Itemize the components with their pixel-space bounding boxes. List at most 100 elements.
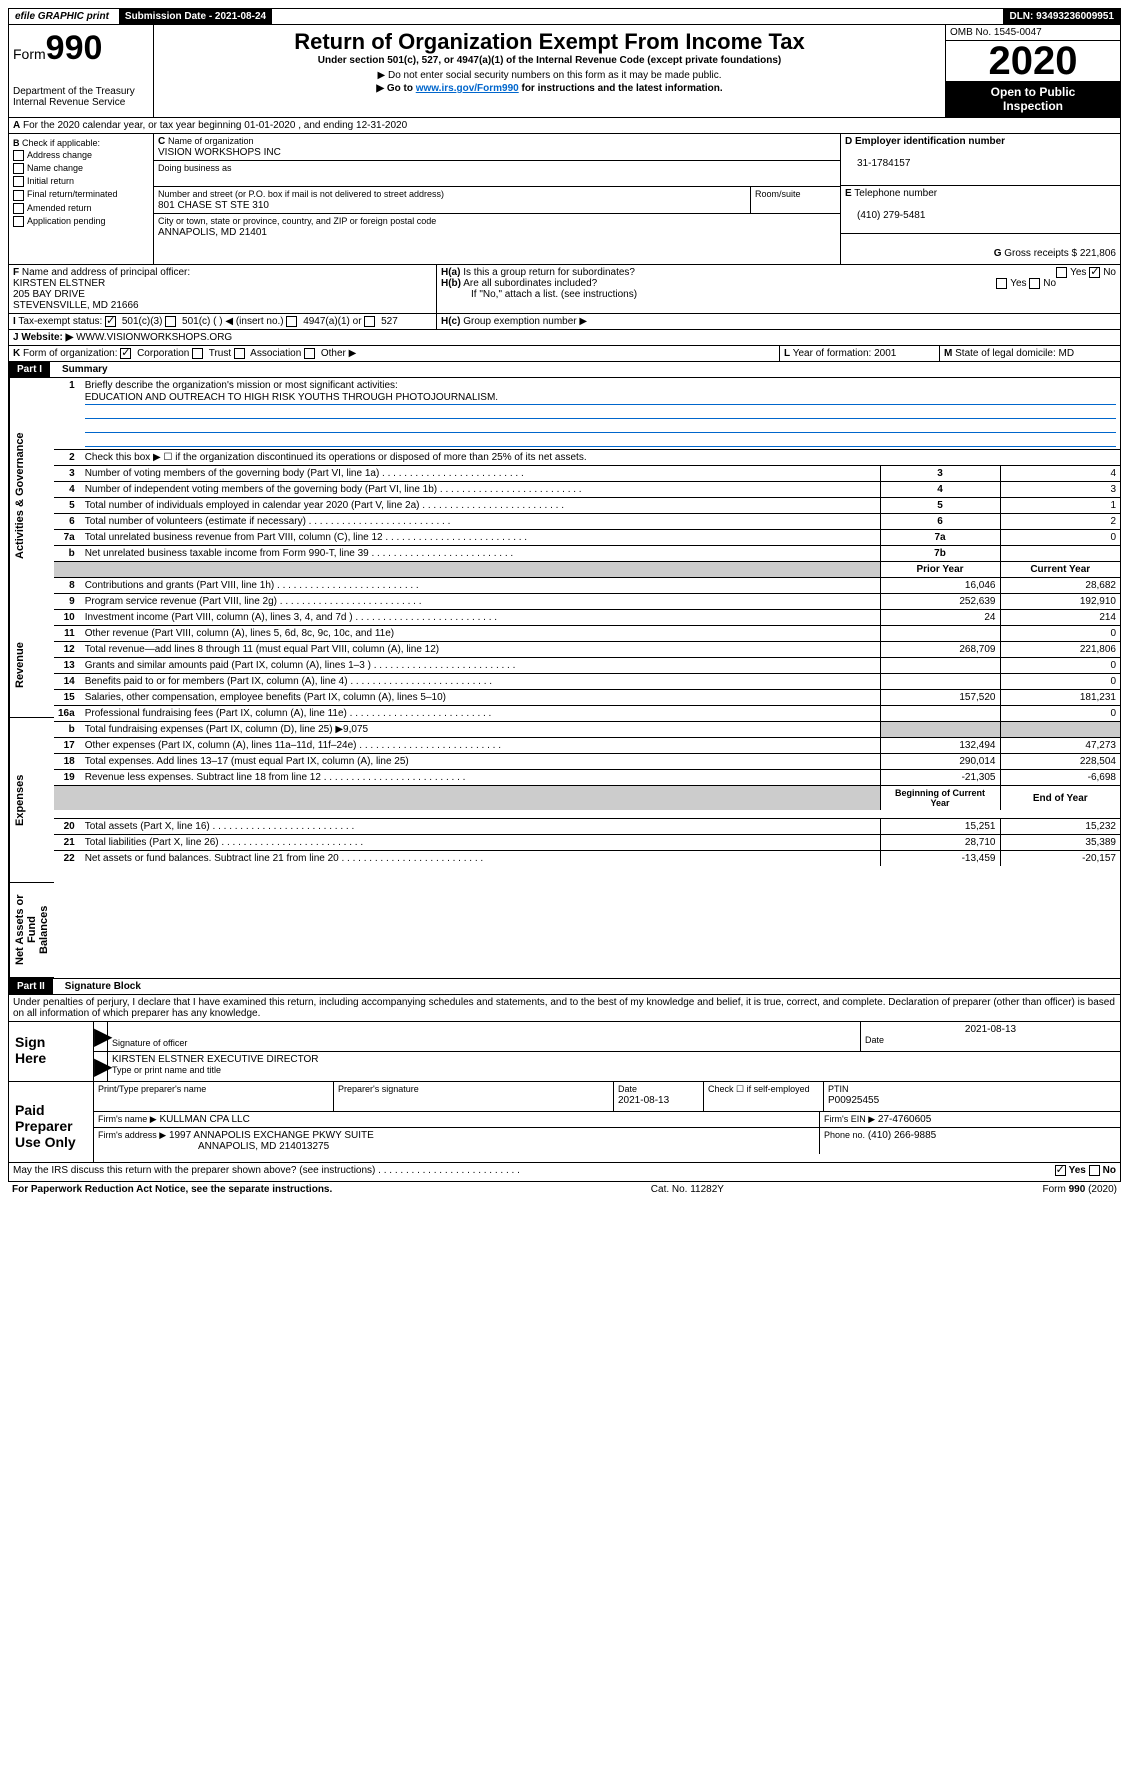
firm-name-label: Firm's name ▶ xyxy=(98,1114,157,1124)
discuss-yes-cb[interactable] xyxy=(1055,1165,1066,1176)
begin-year-hdr: Beginning of Current Year xyxy=(880,786,1000,811)
right-info-col: D Employer identification number 31-1784… xyxy=(840,134,1120,264)
year-formation: 2001 xyxy=(874,348,896,359)
firm-name: KULLMAN CPA LLC xyxy=(159,1114,249,1125)
cb-name-change[interactable]: Name change xyxy=(13,163,149,174)
hb-note: If "No," attach a list. (see instruction… xyxy=(441,289,1116,300)
prep-date-label: Date xyxy=(618,1084,637,1094)
officer-printed-name: KIRSTEN ELSTNER EXECUTIVE DIRECTOR xyxy=(112,1054,1116,1065)
vlabel-revenue: Revenue xyxy=(9,613,54,718)
cb-501c3[interactable] xyxy=(105,316,116,327)
hc-label: Group exemption number ▶ xyxy=(463,316,587,327)
cb-527[interactable] xyxy=(364,316,375,327)
discuss-row: May the IRS discuss this return with the… xyxy=(8,1163,1121,1182)
efile-label[interactable]: efile GRAPHIC print xyxy=(9,9,115,24)
dln: DLN: 93493236009951 xyxy=(1003,9,1120,24)
year-formation-label: Year of formation: xyxy=(793,348,872,359)
officer-label: Name and address of principal officer: xyxy=(22,267,190,278)
check-if-label: Check if applicable: xyxy=(22,138,100,148)
row-7a: 7aTotal unrelated business revenue from … xyxy=(54,530,1120,546)
cb-trust[interactable] xyxy=(192,348,203,359)
part1-title: Summary xyxy=(50,364,108,375)
cb-address-change[interactable]: Address change xyxy=(13,150,149,161)
hb-yes-cb[interactable] xyxy=(996,278,1007,289)
form-number: Form990 xyxy=(13,29,149,68)
entity-block: B Check if applicable: Address change Na… xyxy=(8,134,1121,265)
form-990-num: 990 xyxy=(46,29,103,67)
discuss-text: May the IRS discuss this return with the… xyxy=(13,1165,375,1176)
tax-year: 2020 xyxy=(946,41,1120,81)
row-18: 18Total expenses. Add lines 13–17 (must … xyxy=(54,754,1120,770)
sign-here-label: Sign Here xyxy=(9,1022,94,1081)
form-header: Form990 Department of the Treasury Inter… xyxy=(8,25,1121,118)
website-value: WWW.VISIONWORKSHOPS.ORG xyxy=(76,332,232,343)
row-hdr-rev: Prior YearCurrent Year xyxy=(54,562,1120,578)
row-7b: bNet unrelated business taxable income f… xyxy=(54,546,1120,562)
part1-header: Part I Summary xyxy=(8,362,1121,378)
cb-4947[interactable] xyxy=(286,316,297,327)
part1-body: Activities & Governance Revenue Expenses… xyxy=(8,378,1121,979)
officer-addr1: 205 BAY DRIVE xyxy=(13,289,85,300)
row-3: 3Number of voting members of the governi… xyxy=(54,466,1120,482)
org-name: VISION WORKSHOPS INC xyxy=(158,147,281,158)
cb-501c[interactable] xyxy=(165,316,176,327)
firm-addr2: ANNAPOLIS, MD 214013275 xyxy=(98,1141,329,1152)
tax-year-line: For the 2020 calendar year, or tax year … xyxy=(23,120,407,131)
cb-app-pending[interactable]: Application pending xyxy=(13,216,149,227)
officer-status-block: F Name and address of principal officer:… xyxy=(8,265,1121,330)
city-label: City or town, state or province, country… xyxy=(158,216,436,226)
row-19: 19Revenue less expenses. Subtract line 1… xyxy=(54,770,1120,786)
submission-date: Submission Date - 2021-08-24 xyxy=(119,9,272,24)
paid-preparer-label: Paid Preparer Use Only xyxy=(9,1082,94,1162)
row-9: 9Program service revenue (Part VIII, lin… xyxy=(54,594,1120,610)
officer-name: KIRSTEN ELSTNER xyxy=(13,278,105,289)
officer-addr2: STEVENSVILLE, MD 21666 xyxy=(13,300,139,311)
firm-addr-label: Firm's address ▶ xyxy=(98,1130,166,1140)
ptin-value: P00925455 xyxy=(828,1095,879,1106)
sig-date: 2021-08-13 xyxy=(865,1024,1116,1035)
mission-label: Briefly describe the organization's miss… xyxy=(85,380,398,391)
ha-label: Is this a group return for subordinates? xyxy=(463,267,635,278)
firm-ein-label: Firm's EIN ▶ xyxy=(824,1114,875,1124)
section-a: A For the 2020 calendar year, or tax yea… xyxy=(8,118,1121,134)
firm-ein: 27-4760605 xyxy=(878,1114,931,1125)
sig-officer-label: Signature of officer xyxy=(112,1038,187,1048)
form-org-row: K Form of organization: Corporation Trus… xyxy=(8,346,1121,362)
cb-initial-return[interactable]: Initial return xyxy=(13,176,149,187)
state-domicile-label: State of legal domicile: xyxy=(955,348,1056,359)
cb-final-return[interactable]: Final return/terminated xyxy=(13,189,149,200)
street-address: 801 CHASE ST STE 310 xyxy=(158,200,269,211)
ha-no-cb[interactable] xyxy=(1089,267,1100,278)
hb-no-cb[interactable] xyxy=(1029,278,1040,289)
irs-link[interactable]: www.irs.gov/Form990 xyxy=(416,83,519,94)
row-16b: bTotal fundraising expenses (Part IX, co… xyxy=(54,722,1120,738)
ha-yes-cb[interactable] xyxy=(1056,267,1067,278)
discuss-no-cb[interactable] xyxy=(1089,1165,1100,1176)
row-15: 15Salaries, other compensation, employee… xyxy=(54,690,1120,706)
addr-label: Number and street (or P.O. box if mail i… xyxy=(158,189,444,199)
row-16a: 16aProfessional fundraising fees (Part I… xyxy=(54,706,1120,722)
gross-receipts-label: Gross receipts $ xyxy=(1004,248,1077,259)
org-name-label: Name of organization xyxy=(168,136,254,146)
dba-label: Doing business as xyxy=(158,163,232,173)
form-prefix: Form xyxy=(13,46,46,62)
arrow-icon: ▶ xyxy=(94,1052,108,1081)
footer-left: For Paperwork Reduction Act Notice, see … xyxy=(12,1184,332,1195)
ptin-label: PTIN xyxy=(828,1084,849,1094)
cb-other[interactable] xyxy=(304,348,315,359)
section-b: B Check if applicable: Address change Na… xyxy=(9,134,154,264)
cb-amended[interactable]: Amended return xyxy=(13,203,149,214)
footer-mid: Cat. No. 11282Y xyxy=(651,1184,724,1195)
self-employed: Check ☐ if self-employed xyxy=(704,1082,824,1111)
phone-value: (410) 279-5481 xyxy=(845,210,925,221)
cb-assoc[interactable] xyxy=(234,348,245,359)
goto-suffix: for instructions and the latest informat… xyxy=(519,83,723,94)
row-8: 8Contributions and grants (Part VIII, li… xyxy=(54,578,1120,594)
row-14: 14Benefits paid to or for members (Part … xyxy=(54,674,1120,690)
cb-corp[interactable] xyxy=(120,348,131,359)
part2-label: Part II xyxy=(9,979,53,994)
city-state-zip: ANNAPOLIS, MD 21401 xyxy=(158,227,267,238)
current-year-hdr: Current Year xyxy=(1000,562,1120,578)
prep-date: 2021-08-13 xyxy=(618,1095,669,1106)
row-22: 22Net assets or fund balances. Subtract … xyxy=(54,850,1120,866)
